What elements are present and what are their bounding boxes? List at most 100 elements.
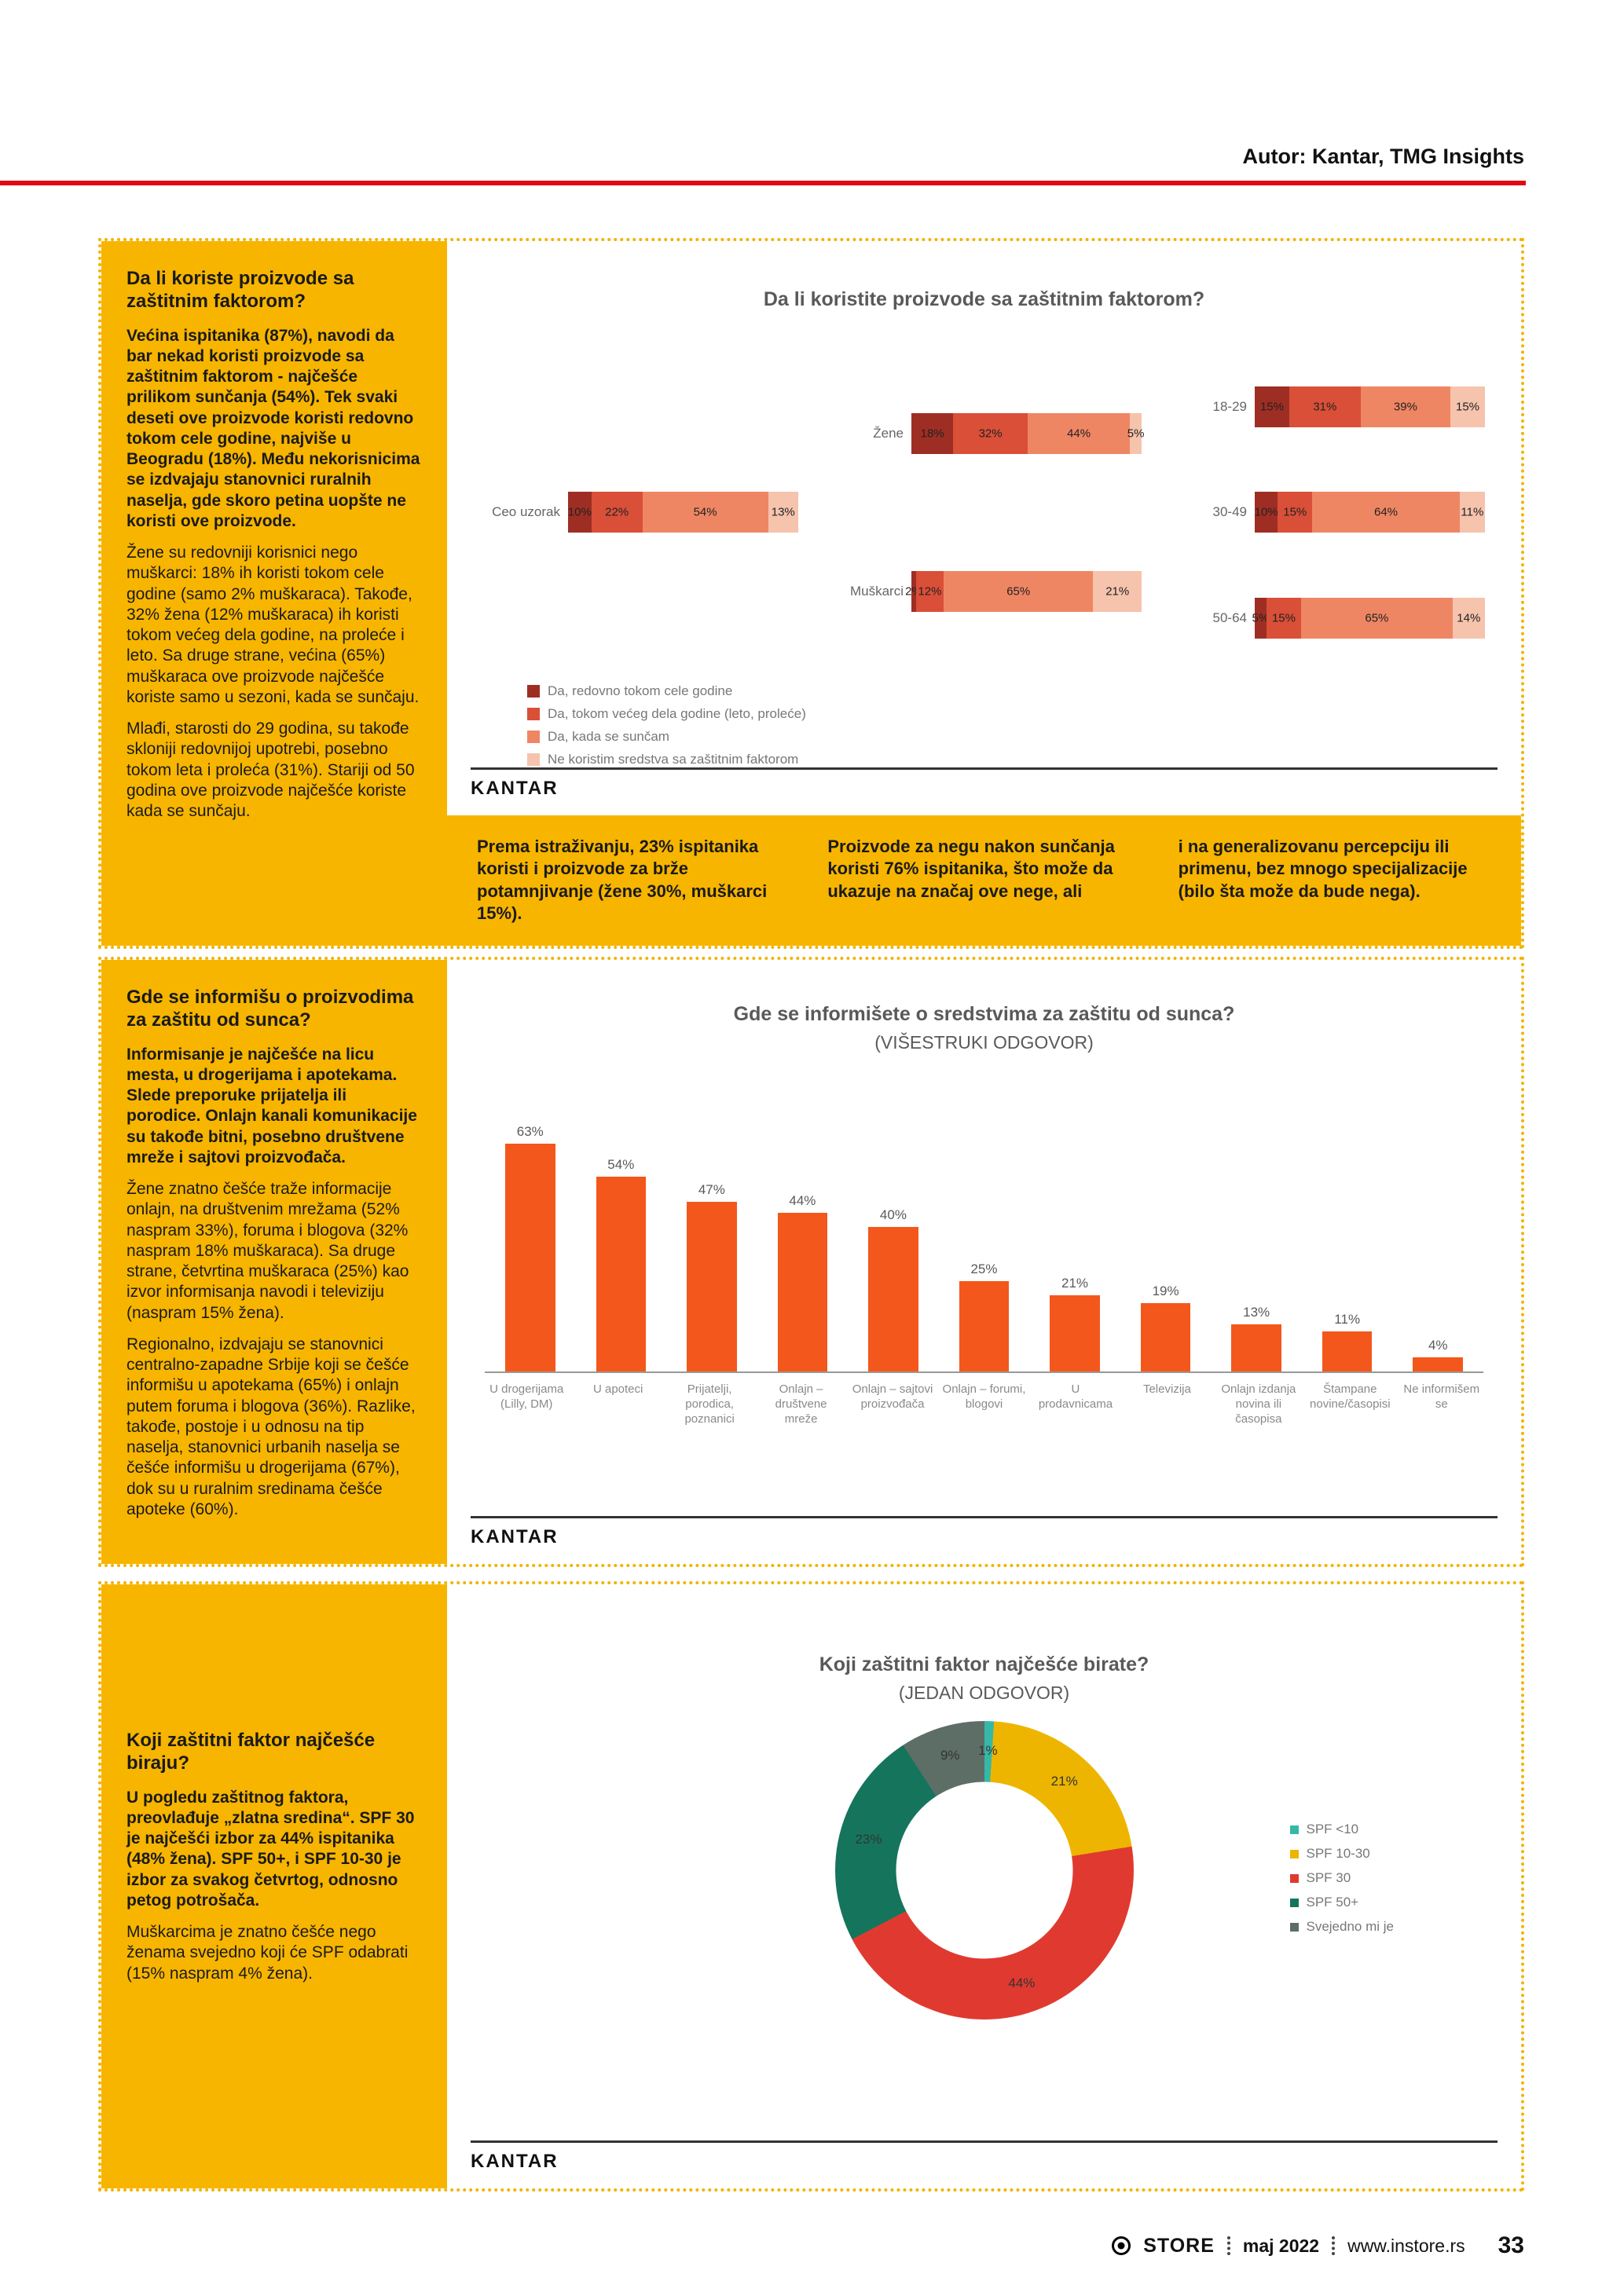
sidebar-info-heading: Gde se informišu o proizvodima za zaštit… (126, 987, 414, 1031)
footer-brand: STORE (1143, 2234, 1215, 2257)
bar-category-label: Prijatelji, porodica, poznanici (684, 1382, 735, 1426)
info-chart-plot: 63% 54% 47% 44% 40% 25% 21% 19% 13% 11% 4% U droge… (485, 1094, 1483, 1426)
bar (1413, 1357, 1463, 1371)
bar-category-label: U prodavnicama (1038, 1382, 1113, 1411)
bar-row-label: Žene (873, 425, 904, 441)
bar-segment: 10% (568, 492, 592, 533)
bar-row-label: Muškarci (849, 583, 904, 599)
bar-segment-value: 65% (1006, 584, 1031, 599)
bar-segment: 54% (642, 492, 768, 533)
bar-segment: 64% (1312, 492, 1460, 533)
sidebar-paragraph: Većina ispitanika (87%), navodi da bar n… (126, 326, 420, 530)
stacked-bar-row: 50-64 5% 15% 65% 14% (1170, 597, 1485, 639)
spf-chart-subtitle: (JEDAN ODGOVOR) (898, 1683, 1070, 1703)
bar-segment: 14% (1452, 597, 1485, 639)
bar-cell: 63% (485, 1124, 576, 1371)
legend-label: SPF 30 (1306, 1870, 1351, 1885)
bar-category-label: Ne informišem se (1403, 1382, 1480, 1411)
bar (1140, 1302, 1191, 1371)
legend-label: SPF 10-30 (1306, 1846, 1370, 1861)
bar-segment-value: 22% (605, 505, 629, 519)
bar-category-label: U apoteci (592, 1382, 643, 1396)
stacked-bar-row: 30-49 10% 15% 64% 11% (1170, 492, 1485, 533)
bar-segment-value: 18% (920, 427, 944, 441)
bar-category-label: U drogerijama (Lilly, DM) (489, 1382, 564, 1411)
bar-row-label: Ceo uzorak (492, 504, 560, 520)
bar-segment: 39% (1360, 386, 1451, 428)
bar-segment-value: 5% (1252, 611, 1270, 624)
sidebar-paragraph: Žene su redovniji korisnici nego muškarc… (126, 544, 420, 706)
legend-swatch (527, 684, 540, 698)
legend-item: Ne koristim sredstva sa zaštitnim faktor… (527, 752, 1498, 767)
stacked-bar: 5% 15% 65% 14% (1252, 597, 1485, 639)
bar-segment-value: 32% (978, 427, 1003, 441)
footer-separator (1332, 2236, 1336, 2255)
usage-chart: Da li koristite proizvode sa zaštitnim f… (447, 241, 1521, 815)
bar-value-label: 47% (698, 1181, 725, 1197)
bar-segment: 15% (1266, 597, 1302, 639)
stacked-bar-row: Muškarci 2% 12% 65% 21% (827, 570, 1142, 612)
sidebar-spf-heading: Koji zaštitni faktor najčešće biraju? (126, 1730, 376, 1774)
bar (868, 1227, 918, 1371)
legend-item: SPF 50+ (1290, 1895, 1394, 1910)
bar-segment-value: 10% (567, 505, 592, 519)
sidebar-paragraph: Regionalno, izdvajaju se stanovnici cent… (126, 1335, 416, 1518)
usage-chart-panel: Žene 18% 32% 44% 5% Muškarci 2% 12% 65% 21% (827, 354, 1144, 671)
legend-label: Da, tokom većeg dela godine (leto, prole… (548, 705, 806, 721)
bar-segment-value: 54% (693, 505, 717, 519)
bar-value-label: 40% (879, 1207, 907, 1222)
bar-segment: 11% (1459, 492, 1485, 533)
kantar-logo-text: KANTAR (471, 1526, 559, 1547)
spf-chart: Koji zaštitni faktor najčešće birate? (J… (447, 1584, 1521, 2188)
stacked-bar: 18% 32% 44% 5% (911, 412, 1144, 454)
legend-swatch (527, 730, 540, 743)
spf-donut-zone: 1% 21% 44% 23% 9% SPF <10 SPF 10-30 SPF 30 SPF … (471, 1704, 1498, 2140)
legend-item: SPF 30 (1290, 1870, 1394, 1886)
bar-value-label: 4% (1428, 1337, 1448, 1353)
legend-label: Da, kada se sunčam (548, 728, 669, 744)
bar-category-label: Onlajn – sajtovi proizvođača (852, 1382, 933, 1411)
donut-slice-value: 21% (1050, 1774, 1078, 1789)
legend-label: SPF <10 (1306, 1822, 1359, 1836)
highlight-banner: Prema istraživanju, 23% ispitanika koris… (447, 815, 1521, 946)
bar-segment: 65% (1301, 597, 1453, 639)
section-info-sources: Gde se informišu o proizvodima za zaštit… (98, 957, 1524, 1567)
bar-value-label: 54% (607, 1156, 635, 1172)
bar-segment: 18% (911, 412, 954, 454)
bar (777, 1212, 828, 1371)
legend-label: Svejedno mi je (1306, 1919, 1394, 1934)
bar-segment: 10% (1255, 492, 1278, 533)
bar-segment: 12% (915, 570, 944, 612)
legend-item: Svejedno mi je (1290, 1919, 1394, 1935)
bar (1050, 1295, 1100, 1371)
legend-swatch (1290, 1898, 1300, 1907)
author-credit: Autor: Kantar, TMG Insights (1242, 145, 1524, 168)
info-chart-labels: U drogerijama (Lilly, DM) U apoteci Prijat… (485, 1373, 1483, 1426)
sidebar-paragraph: Informisanje je najčešće na licu mesta, … (126, 1045, 417, 1166)
bar-segment-value: 21% (1105, 584, 1130, 599)
sidebar-spf: Koji zaštitni faktor najčešće biraju? U … (101, 1584, 447, 2188)
legend-swatch (1290, 1922, 1300, 1932)
sidebar-usage: Da li koriste proizvode sa zaštitnim fak… (101, 241, 447, 946)
usage-chart-panel: Ceo uzorak 10% 22% 54% 13% (483, 354, 798, 671)
section-spf: Koji zaštitni faktor najčešće biraju? U … (98, 1581, 1524, 2192)
legend-swatch (527, 753, 540, 766)
sidebar-usage-heading: Da li koriste proizvode sa zaštitnim fak… (126, 268, 354, 312)
bar (1322, 1331, 1373, 1371)
bar-segment-value: 64% (1373, 505, 1399, 519)
donut-slice-value: 1% (978, 1743, 998, 1759)
stacked-bar-row: 18-29 15% 31% 39% 15% (1170, 386, 1485, 428)
footer-issue: maj 2022 (1242, 2235, 1320, 2256)
bar-value-label: 63% (516, 1124, 544, 1140)
bar-cell: 40% (848, 1207, 939, 1371)
legend-item: SPF 10-30 (1290, 1846, 1394, 1862)
bar-value-label: 21% (1061, 1276, 1089, 1291)
legend-item: SPF <10 (1290, 1822, 1394, 1837)
kantar-logo: KANTAR (471, 2140, 1498, 2173)
bar-segment-value: 14% (1457, 611, 1481, 624)
bar-category-label: Televizija (1142, 1382, 1191, 1396)
legend-swatch (1290, 1849, 1300, 1858)
legend-item: Da, redovno tokom cele godine (527, 683, 1498, 699)
spf-legend: SPF <10 SPF 10-30 SPF 30 SPF 50+ Svejedno mi… (1290, 1822, 1394, 1935)
bar-segment-value: 15% (1456, 400, 1480, 414)
